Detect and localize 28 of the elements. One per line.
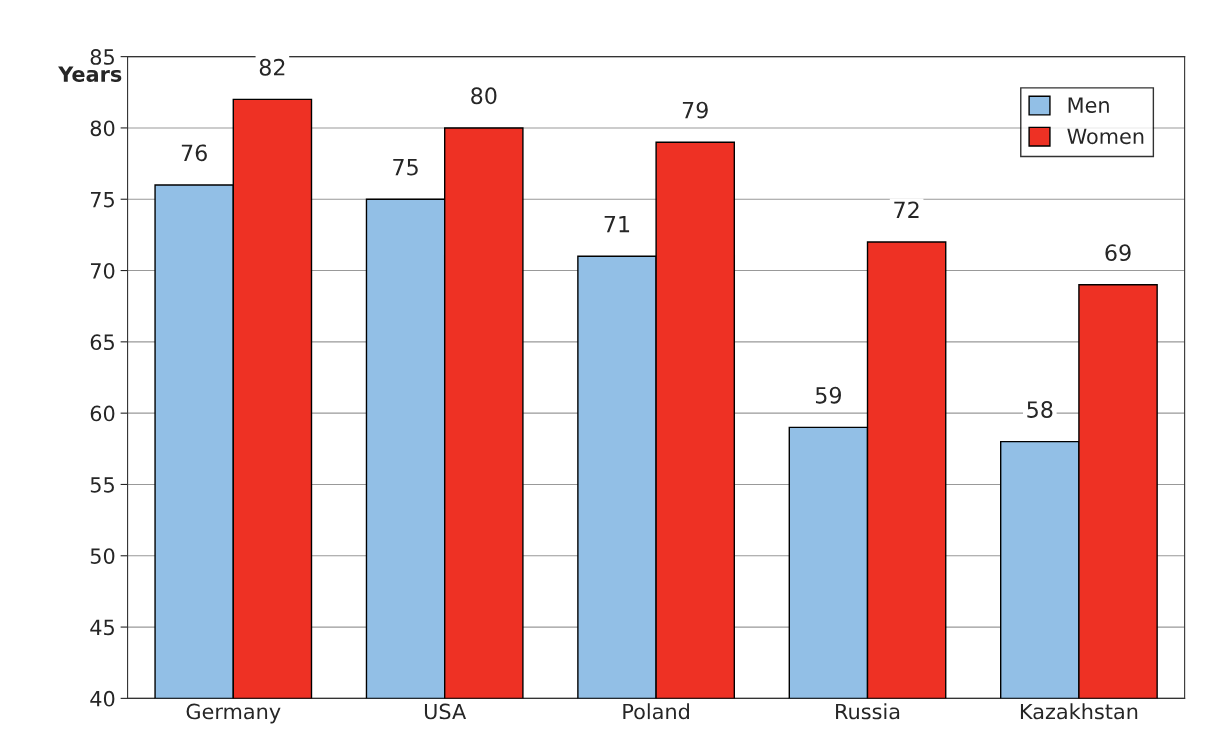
y-tick-label: 85 — [90, 49, 114, 65]
y-tick-label: 80 — [90, 120, 115, 137]
data-label: 58 — [1027, 401, 1053, 418]
x-tick-label: Poland — [623, 703, 689, 720]
y-tick-label: 60 — [90, 405, 115, 422]
y-tick-label: 40 — [90, 690, 115, 707]
legend-label: Men — [1068, 97, 1109, 113]
data-label: 75 — [393, 158, 418, 176]
legend-label: Women — [1067, 128, 1144, 145]
y-tick-label: 65 — [90, 334, 114, 351]
data-label: 69 — [1105, 244, 1131, 262]
x-tick-label: Kazakhstan — [1020, 703, 1138, 720]
data-label: 80 — [471, 87, 497, 105]
y-tick-label: 50 — [90, 548, 115, 564]
y-tick-label: 55 — [90, 477, 114, 493]
y-tick-label: 75 — [90, 191, 114, 208]
data-label: 76 — [181, 144, 207, 162]
x-tick-label: USA — [424, 703, 467, 720]
y-tick-label: 70 — [90, 262, 115, 279]
data-label: 71 — [604, 216, 630, 233]
x-tick-label: Germany — [186, 703, 281, 724]
data-label: 82 — [259, 58, 285, 76]
data-label: 72 — [894, 201, 919, 218]
y-axis-title: Years — [58, 66, 122, 82]
x-tick-label: Russia — [836, 703, 900, 720]
data-label: 59 — [815, 386, 841, 404]
y-tick-label: 45 — [90, 619, 114, 636]
data-label: 79 — [682, 101, 708, 119]
